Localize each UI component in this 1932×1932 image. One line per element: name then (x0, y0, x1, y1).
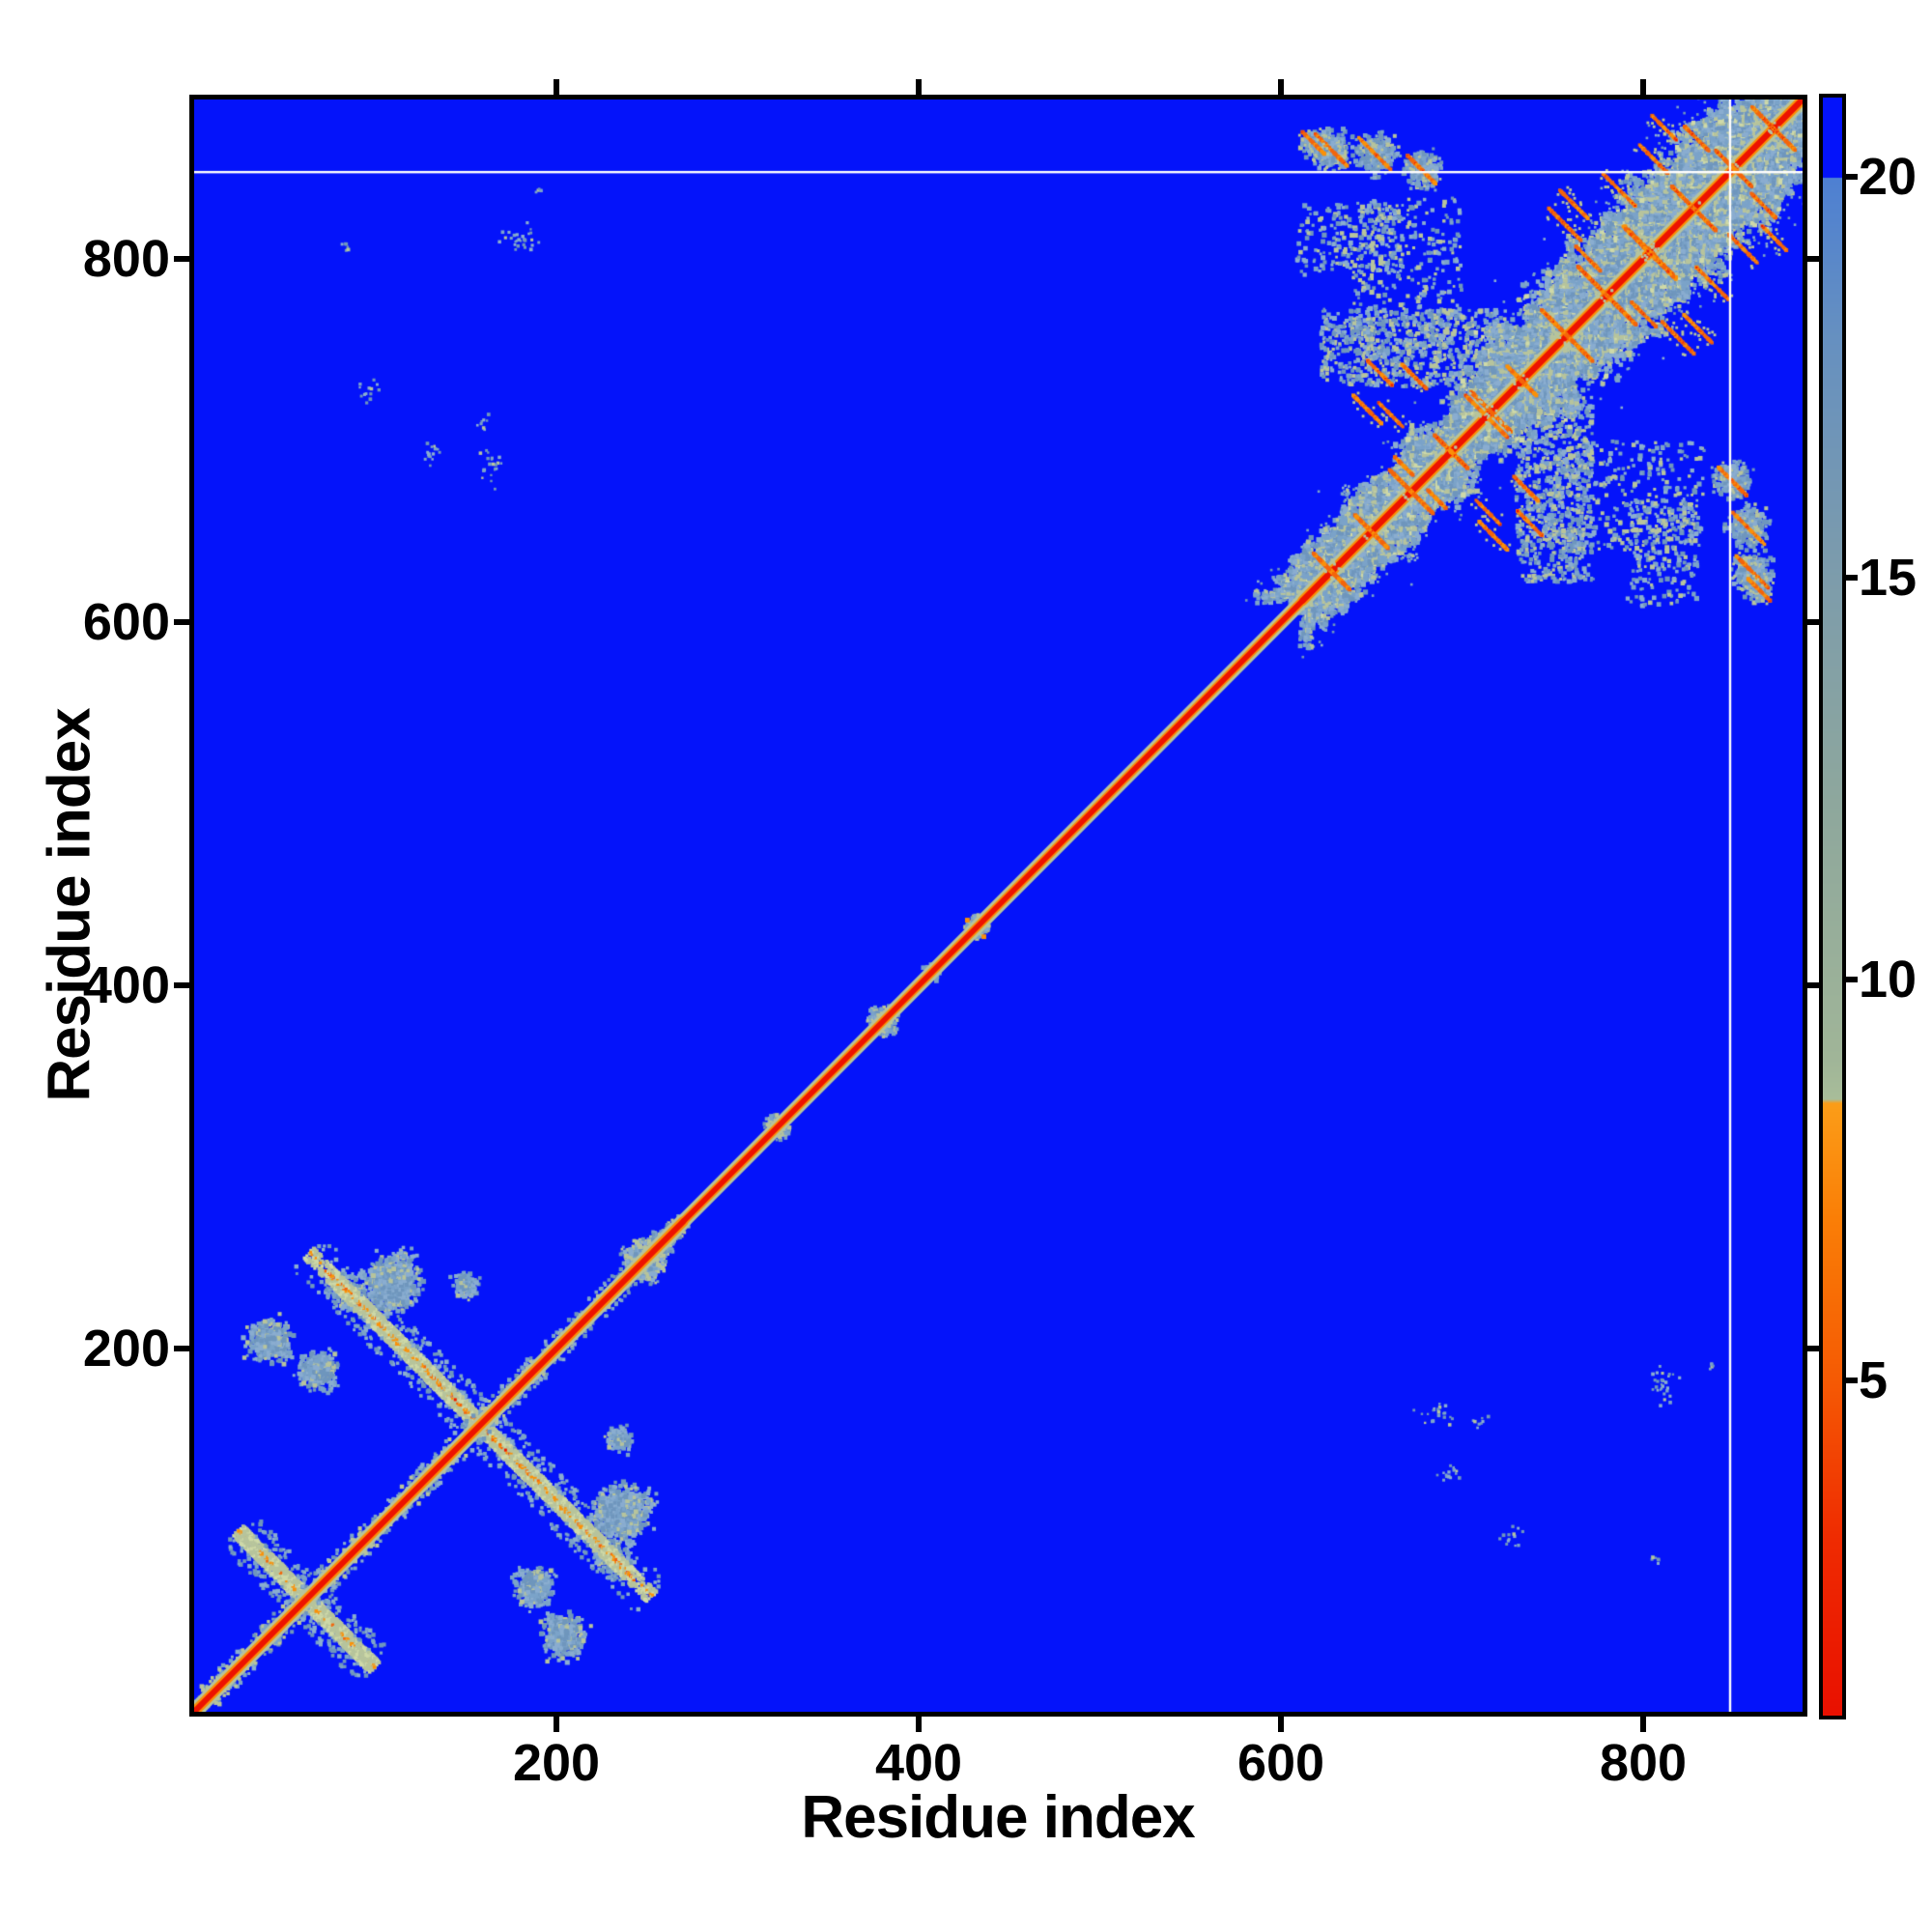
x-tick-label: 400 (874, 1734, 963, 1792)
colorbar-tick-label: 20 (1859, 148, 1918, 206)
y-tick-label: 400 (82, 956, 170, 1015)
x-tick-label: 200 (512, 1734, 601, 1792)
y-tick-label: 800 (82, 230, 170, 289)
x-tick-mark-top (916, 79, 922, 95)
y-tick-mark-left (174, 256, 189, 263)
distance-map-canvas (194, 99, 1803, 1712)
y-tick-mark-left (174, 1346, 189, 1352)
x-tick-mark-bottom (1278, 1717, 1284, 1732)
x-tick-mark-bottom (1640, 1717, 1646, 1732)
x-tick-mark-bottom (916, 1717, 922, 1732)
colorbar-tick-label: 5 (1859, 1351, 1889, 1410)
colorbar-tick-mark (1846, 976, 1858, 982)
x-tick-mark-top (1278, 79, 1284, 95)
heatmap-plot-area (189, 95, 1807, 1717)
y-tick-label: 200 (82, 1320, 170, 1378)
y-tick-mark-left (174, 982, 189, 989)
x-tick-mark-top (554, 79, 559, 95)
y-tick-mark-left (174, 619, 189, 626)
y-tick-mark-right (1807, 619, 1823, 626)
x-axis-title: Residue index (801, 1784, 1195, 1851)
colorbar-tick-mark (1846, 1378, 1858, 1384)
x-tick-mark-bottom (554, 1717, 559, 1732)
colorbar (1819, 94, 1846, 1719)
colorbar-tick-mark (1846, 174, 1858, 180)
y-axis-title: Residue index (36, 708, 103, 1102)
colorbar-tick-mark (1846, 575, 1858, 582)
colorbar-tick-label: 10 (1859, 950, 1918, 1009)
x-tick-label: 600 (1236, 1734, 1325, 1792)
y-tick-label: 600 (82, 593, 170, 652)
colorbar-canvas (1823, 98, 1842, 1716)
y-tick-mark-right (1807, 256, 1823, 263)
x-tick-label: 800 (1599, 1734, 1688, 1792)
y-tick-mark-right (1807, 982, 1823, 989)
y-tick-mark-right (1807, 1346, 1823, 1352)
x-tick-mark-top (1640, 79, 1646, 95)
colorbar-tick-label: 15 (1859, 549, 1918, 608)
